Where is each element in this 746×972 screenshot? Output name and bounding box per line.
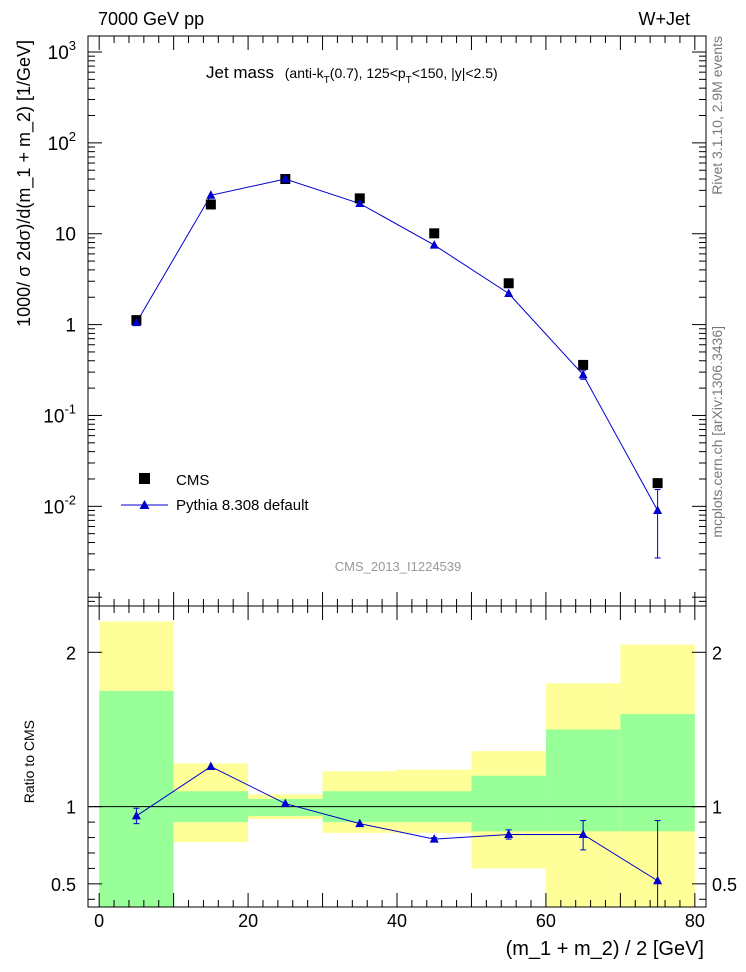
ratio-point xyxy=(280,798,290,808)
ratio-y-tick-label-right: 0.5 xyxy=(712,875,737,895)
mc-data-point xyxy=(578,369,588,379)
ratio-point xyxy=(131,810,141,820)
ratio-band-inner xyxy=(471,775,546,832)
mc-data-point xyxy=(355,198,365,208)
main-y-axis-label: 1000/ σ 2dσ)/d(m_1 + m_2) [1/GeV] xyxy=(14,40,35,327)
ratio-y-tick-label: 1 xyxy=(66,798,76,818)
ratio-y-tick-label-right: 1 xyxy=(712,798,722,818)
x-tick-label: 80 xyxy=(685,911,705,931)
cms-data-point xyxy=(578,359,589,370)
plot-title-sub-T1: T xyxy=(324,75,330,86)
x-tick-label: 0 xyxy=(94,911,104,931)
side-label-top: Rivet 3.1.10, 2.9M events xyxy=(709,36,725,195)
plot-title-sub: (anti-k xyxy=(285,65,325,81)
main-y-tick-label: 1 xyxy=(65,316,76,337)
plot-title-sub-suffix: <150, |y|<2.5) xyxy=(412,65,498,81)
ratio-plot xyxy=(88,621,706,907)
mc-data-point xyxy=(280,174,290,183)
main-y-tick-label: 10 xyxy=(55,225,76,246)
main-y-tick-label: 103 xyxy=(48,38,76,64)
ratio-point xyxy=(355,818,365,828)
cms-data-point xyxy=(354,193,365,204)
header-right: W+Jet xyxy=(638,9,690,29)
main-y-tick-label: 102 xyxy=(48,129,76,155)
analysis-id: CMS_2013_I1224539 xyxy=(335,559,462,574)
mc-series-line xyxy=(135,178,659,511)
ratio-point xyxy=(206,761,216,771)
legend-marker-cms xyxy=(139,473,150,484)
ratio-y-tick-label-right: 2 xyxy=(712,643,722,663)
ratio-point xyxy=(429,834,439,843)
ratio-y-axis-label: Ratio to CMS xyxy=(21,720,37,803)
main-y-tick-label: 10-1 xyxy=(43,401,76,427)
legend-marker-mc xyxy=(139,500,150,509)
plot-title-main: Jet mass xyxy=(206,63,274,82)
mc-data-point xyxy=(429,240,439,249)
ratio-y-tick-label: 0.5 xyxy=(51,875,76,895)
mc-data-point xyxy=(653,505,663,514)
plot-title-sub-mid: (0.7), 125<p xyxy=(330,65,406,81)
ratio-band-inner xyxy=(248,798,323,816)
legend-label-cms: CMS xyxy=(176,472,209,489)
plot-title-sub-T2: T xyxy=(406,75,412,86)
plot-title: Jet mass (anti-kT(0.7), 125<pT<150, |y|<… xyxy=(206,63,498,86)
ratio-point xyxy=(653,875,663,885)
cms-data-point xyxy=(205,199,216,210)
ratio-band-inner xyxy=(620,714,695,832)
legend: CMS Pythia 8.308 default xyxy=(121,472,309,514)
x-axis-label: (m_1 + m_2) / 2 [GeV] xyxy=(506,938,704,960)
mc-data-point xyxy=(131,317,141,327)
header-left: 7000 GeV pp xyxy=(98,9,204,29)
ratio-y-axis: 0.5 0.5 1 1 2 2 xyxy=(51,643,737,900)
main-plot xyxy=(131,174,663,559)
legend-label-mc: Pythia 8.308 default xyxy=(176,497,309,514)
cms-data-point xyxy=(652,478,663,489)
ratio-point xyxy=(578,829,588,838)
x-axis: 0 20 40 60 80 xyxy=(94,36,705,931)
x-tick-label: 40 xyxy=(387,911,407,931)
ratio-point xyxy=(504,829,514,838)
side-label-bottom: mcplots.cern.ch [arXiv:1306.3436] xyxy=(709,326,725,538)
cms-data-point xyxy=(503,278,514,289)
ratio-series-line xyxy=(136,765,658,882)
mc-data-point xyxy=(504,288,514,297)
main-y-axis: 10-2 10-1 1 10 102 103 xyxy=(43,38,706,607)
ratio-y-tick-label: 2 xyxy=(66,643,76,663)
x-tick-label: 60 xyxy=(536,911,556,931)
cms-data-point xyxy=(429,228,440,239)
mc-data-point xyxy=(206,190,216,199)
main-frame xyxy=(87,35,707,607)
ratio-band-inner xyxy=(545,729,621,832)
main-y-tick-label: 10-2 xyxy=(43,492,76,518)
x-tick-label: 20 xyxy=(238,911,258,931)
